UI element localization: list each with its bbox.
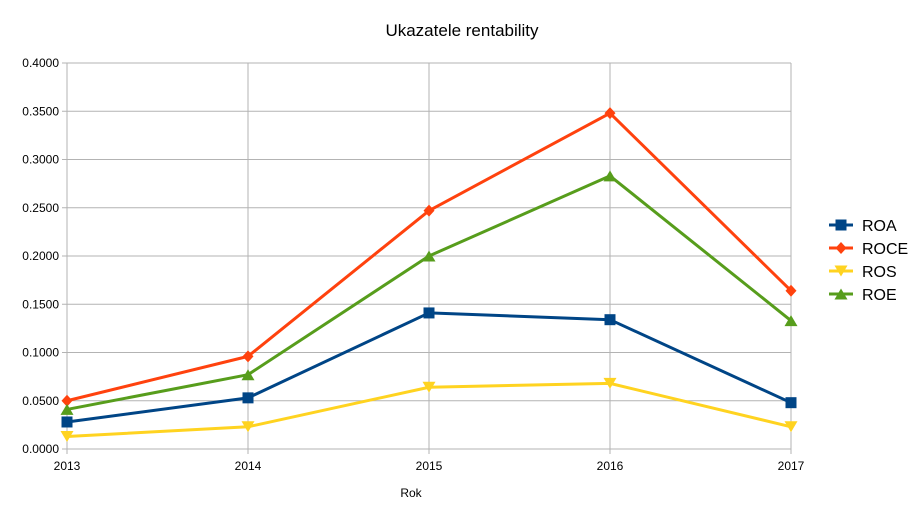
data-point-ros — [241, 421, 255, 433]
data-point-roce — [423, 204, 435, 217]
data-point-roa — [423, 307, 435, 319]
data-point-roce — [785, 284, 797, 297]
data-point-roce — [604, 107, 616, 120]
legend-label-roa: ROA — [862, 218, 897, 235]
legend-label-roce: ROCE — [862, 241, 908, 258]
y-tick-label: 0.0500 — [22, 394, 59, 408]
y-tick-label: 0.3500 — [22, 104, 59, 118]
data-point-roe — [784, 315, 798, 327]
data-point-roe — [60, 403, 74, 415]
legend-item-roce: ROCE — [829, 241, 908, 258]
x-tick-label: 2014 — [235, 459, 262, 473]
data-point-ros — [784, 421, 798, 433]
y-tick-label: 0.2000 — [22, 249, 59, 263]
legend-label-ros: ROS — [862, 264, 897, 281]
data-point-roa — [604, 314, 616, 326]
x-tick-label: 2017 — [778, 459, 805, 473]
y-tick-label: 0.4000 — [22, 56, 59, 70]
x-tick-label: 2016 — [597, 459, 624, 473]
x-axis-label: Rok — [400, 486, 422, 500]
legend-marker-roce — [835, 242, 847, 254]
series-roa — [61, 307, 797, 428]
data-point-roce — [61, 394, 73, 407]
legend-label-roe: ROE — [862, 287, 897, 304]
chart-title: Ukazatele rentability — [385, 21, 539, 40]
y-tick-label: 0.1000 — [22, 346, 59, 360]
data-point-ros — [60, 430, 74, 442]
data-point-roa — [61, 416, 73, 428]
x-tick-label: 2013 — [54, 459, 81, 473]
legend-item-roe: ROE — [829, 287, 897, 304]
legend: ROA ROCE ROS ROE — [829, 218, 908, 304]
data-point-roe — [241, 369, 255, 381]
legend-marker-roa — [835, 219, 847, 231]
y-tick-label: 0.2500 — [22, 201, 59, 215]
series-ros — [60, 377, 798, 442]
data-point-roa — [242, 392, 254, 404]
series-layer — [60, 107, 798, 442]
y-tick-label: 0.3000 — [22, 153, 59, 167]
legend-item-roa: ROA — [829, 218, 897, 235]
data-point-roce — [242, 350, 254, 363]
legend-marker-ros — [834, 265, 848, 277]
series-roce — [61, 107, 797, 407]
series-roe — [60, 170, 798, 415]
data-point-roa — [785, 397, 797, 409]
data-point-ros — [422, 381, 436, 393]
data-point-ros — [603, 377, 617, 389]
y-axis-ticks: 0.0000 0.0500 0.1000 0.1500 0.2000 0.2500 0.30… — [22, 56, 59, 456]
y-tick-label: 0.1500 — [22, 297, 59, 311]
data-point-roe — [603, 170, 617, 182]
x-tick-label: 2015 — [416, 459, 443, 473]
legend-marker-roe — [834, 288, 848, 300]
legend-item-ros: ROS — [829, 264, 897, 281]
x-axis-ticks: 2013 2014 2015 2016 2017 — [54, 459, 805, 473]
y-tick-label: 0.0000 — [22, 442, 59, 456]
data-point-roe — [422, 250, 436, 262]
